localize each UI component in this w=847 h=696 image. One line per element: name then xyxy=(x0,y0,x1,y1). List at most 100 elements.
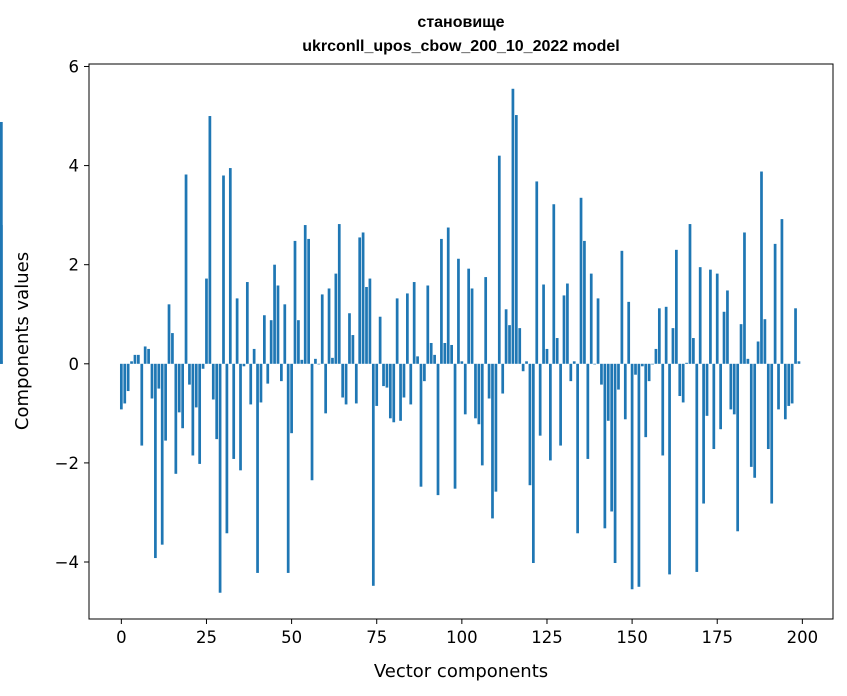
bar-132 xyxy=(569,363,573,382)
bar-48 xyxy=(283,304,287,364)
bar-27 xyxy=(211,363,215,400)
bar-42 xyxy=(263,315,266,364)
bar-112 xyxy=(501,363,505,394)
bar-92 xyxy=(433,354,436,364)
bar-17 xyxy=(177,363,181,413)
bar-15 xyxy=(171,333,174,364)
bar-54 xyxy=(303,225,307,364)
bar-111 xyxy=(497,155,501,364)
bar-143 xyxy=(606,363,610,421)
bar-41 xyxy=(259,363,263,403)
bar-51 xyxy=(293,240,297,364)
bar-114 xyxy=(508,325,511,364)
bar-103 xyxy=(470,288,474,364)
bar-79 xyxy=(388,363,392,419)
bar-191 xyxy=(770,363,774,504)
bar-180 xyxy=(732,363,736,415)
bar-53 xyxy=(300,359,304,364)
y-tick-label: −4 xyxy=(55,553,79,572)
bar-24 xyxy=(201,363,205,369)
bar-151 xyxy=(634,363,637,375)
bar-72 xyxy=(365,286,368,364)
bar-107 xyxy=(484,277,488,364)
bar-19 xyxy=(184,174,188,364)
bar-120 xyxy=(528,363,532,486)
bar-52 xyxy=(297,320,300,364)
bar-131 xyxy=(566,283,569,364)
bar-7 xyxy=(143,346,147,364)
bar-56 xyxy=(310,363,314,481)
bar-170 xyxy=(698,267,702,364)
bar-30 xyxy=(222,175,225,364)
bar-62 xyxy=(331,357,334,364)
bar-36 xyxy=(242,363,246,367)
bar-29 xyxy=(218,363,222,593)
bar-80 xyxy=(392,363,396,423)
bar-40 xyxy=(256,363,259,573)
bar-102 xyxy=(467,268,471,364)
bar-122 xyxy=(535,181,539,364)
x-tick-label: 75 xyxy=(366,628,387,647)
bar-192 xyxy=(773,243,777,364)
x-tick-label: 50 xyxy=(281,628,302,647)
bar-108 xyxy=(487,363,491,399)
bar-31 xyxy=(225,363,229,534)
x-tick-label: 150 xyxy=(616,628,648,647)
bar-98 xyxy=(453,363,457,489)
bar-184 xyxy=(746,358,750,364)
bar-179 xyxy=(729,363,733,410)
bar-164 xyxy=(678,363,682,397)
bar-118 xyxy=(521,363,525,372)
bar-165 xyxy=(681,363,685,403)
bar-86 xyxy=(412,282,416,364)
x-tick-label: 175 xyxy=(701,628,733,647)
bar-20 xyxy=(188,363,191,385)
bar-119 xyxy=(525,361,528,364)
bar-76 xyxy=(378,316,382,364)
bar-69 xyxy=(354,363,358,404)
bar-175 xyxy=(715,273,719,364)
bar-85 xyxy=(409,363,413,405)
bar-2 xyxy=(126,363,130,392)
bar-190 xyxy=(766,363,770,450)
bar-106 xyxy=(480,363,484,466)
bar-129 xyxy=(559,363,562,446)
bar-101 xyxy=(463,363,467,415)
y-tick-label: 6 xyxy=(69,57,80,76)
bar-113 xyxy=(504,309,508,364)
bar-12 xyxy=(160,363,164,545)
bar-168 xyxy=(692,338,695,364)
bar-70 xyxy=(358,237,362,364)
bar-4 xyxy=(133,354,137,364)
bar-68 xyxy=(351,335,355,364)
bar-176 xyxy=(719,363,722,430)
bar-75 xyxy=(375,363,379,406)
bar-38 xyxy=(249,363,253,405)
bar-25 xyxy=(205,278,208,364)
bar-187 xyxy=(756,341,760,364)
y-tick-label: 2 xyxy=(69,256,80,275)
bar-154 xyxy=(644,363,648,438)
bar-145 xyxy=(613,363,617,564)
bar-115 xyxy=(511,88,515,364)
bar-71 xyxy=(361,232,365,364)
bar-160 xyxy=(664,306,668,364)
bar-47 xyxy=(280,363,283,382)
bar-67 xyxy=(348,313,351,364)
bar-178 xyxy=(726,290,729,364)
bar-174 xyxy=(712,363,716,450)
y-tick-label: −2 xyxy=(55,454,79,473)
bar-6 xyxy=(140,363,144,446)
bar-158 xyxy=(657,308,661,364)
bar-77 xyxy=(382,363,385,387)
bar-0 xyxy=(119,363,123,410)
bar-104 xyxy=(474,363,477,419)
bar-172 xyxy=(705,363,709,416)
bar-149 xyxy=(627,301,631,364)
bar-50 xyxy=(290,363,293,434)
bar-198 xyxy=(794,308,797,364)
bar-117 xyxy=(518,328,522,364)
bar-46 xyxy=(276,285,280,364)
bar-8 xyxy=(147,348,150,364)
bar-155 xyxy=(647,363,651,382)
